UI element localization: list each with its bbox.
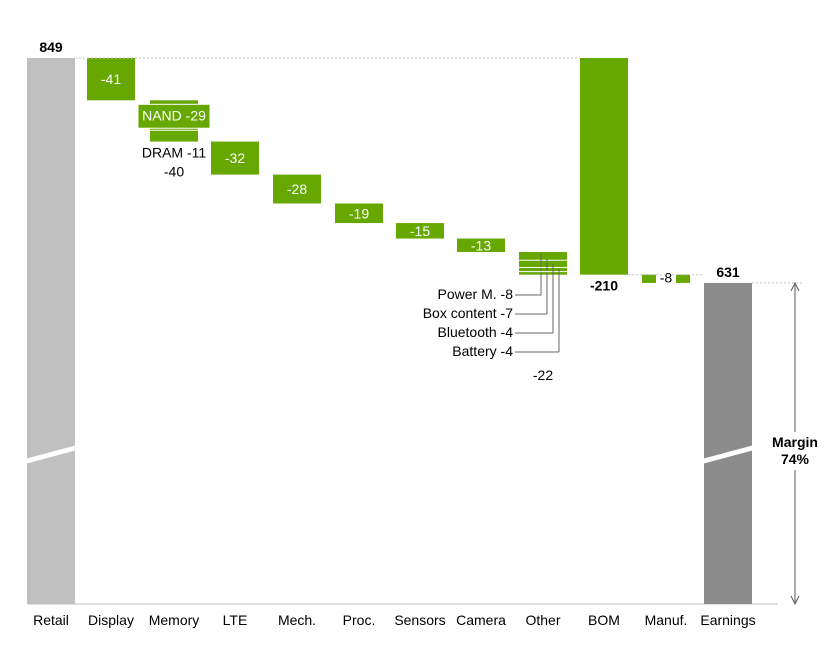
category-label-mech: Mech. bbox=[278, 612, 316, 628]
segment-label-dram: DRAM -11 bbox=[142, 145, 207, 161]
bar-camera bbox=[457, 238, 505, 252]
category-label-proc: Proc. bbox=[343, 612, 376, 628]
margin-label-bg bbox=[768, 432, 824, 470]
margin-arrow-head-top bbox=[790, 281, 800, 292]
data-label-earnings: 631 bbox=[716, 264, 740, 280]
bar-earnings bbox=[704, 282, 752, 604]
bar-proc bbox=[335, 203, 383, 224]
segment-label-nand: NAND -29 bbox=[142, 107, 206, 123]
segment-label-0: Power M. -8 bbox=[438, 286, 514, 302]
category-label-camera: Camera bbox=[456, 612, 506, 628]
margin-label-line1: Margin bbox=[772, 434, 818, 450]
margin-arrow-head-bottom bbox=[790, 595, 800, 606]
category-label-lte: LTE bbox=[223, 612, 248, 628]
category-label-manuf: Manuf. bbox=[645, 612, 688, 628]
category-label-other: Other bbox=[525, 612, 560, 628]
data-label-bom: -210 bbox=[590, 278, 618, 294]
data-label-retail: 849 bbox=[39, 39, 63, 55]
bar-mech bbox=[273, 174, 321, 204]
data-label-proc: -19 bbox=[349, 205, 369, 221]
segment-label-1: Box content -7 bbox=[423, 305, 513, 321]
segment-label-2: Bluetooth -4 bbox=[438, 324, 514, 340]
category-label-sensors: Sensors bbox=[394, 612, 445, 628]
category-label-display: Display bbox=[88, 612, 134, 628]
category-label-bom: BOM bbox=[588, 612, 620, 628]
data-label-camera: -13 bbox=[471, 237, 491, 253]
bar-manuf-right bbox=[676, 274, 690, 283]
data-label-display: -41 bbox=[101, 71, 121, 87]
bar-other bbox=[519, 251, 567, 275]
bar-manuf-left bbox=[642, 274, 656, 283]
axis-break-earnings bbox=[702, 445, 754, 464]
data-label-lte: -32 bbox=[225, 150, 245, 166]
category-label-earnings: Earnings bbox=[700, 612, 755, 628]
segment-nand bbox=[137, 103, 211, 129]
category-label-retail: Retail bbox=[33, 612, 69, 628]
data-label-manuf: -8 bbox=[660, 270, 673, 286]
bar-lte bbox=[211, 141, 259, 175]
data-label-mech: -28 bbox=[287, 181, 307, 197]
margin-label-line2: 74% bbox=[781, 451, 810, 467]
bar-retail bbox=[27, 58, 75, 604]
bar-bom bbox=[580, 58, 628, 275]
bar-display bbox=[87, 58, 135, 101]
axis-break-retail bbox=[25, 445, 77, 464]
data-label-memory: -40 bbox=[164, 164, 184, 180]
segment-label-3: Battery -4 bbox=[452, 343, 513, 359]
category-label-memory: Memory bbox=[149, 612, 200, 628]
data-label-other: -22 bbox=[533, 367, 553, 383]
bar-sensors bbox=[396, 223, 444, 239]
data-label-sensors: -15 bbox=[410, 223, 430, 239]
